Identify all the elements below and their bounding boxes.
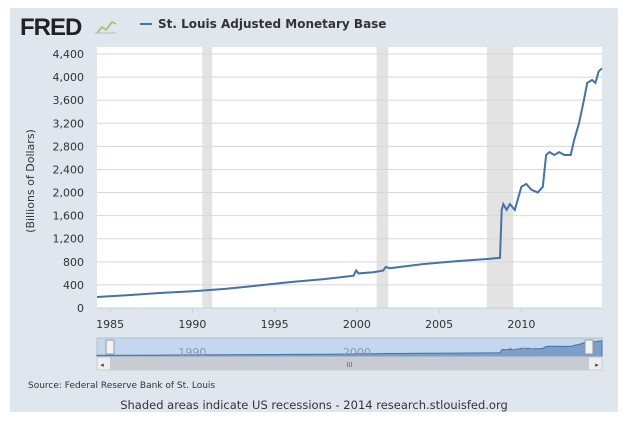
source-text: Source: Federal Reserve Bank of St. Loui… bbox=[28, 381, 216, 391]
scroll-left-arrow[interactable]: ◂ bbox=[100, 361, 104, 369]
legend-item[interactable]: St. Louis Adjusted Monetary Base bbox=[140, 17, 386, 31]
legend-swatch bbox=[140, 23, 152, 25]
fred-logo[interactable]: FRED bbox=[20, 14, 82, 41]
navigator-label: 2000 bbox=[343, 346, 371, 359]
y-axis-label: (Billions of Dollars) bbox=[24, 129, 37, 233]
y-tick-label: 800 bbox=[63, 256, 84, 269]
recession-note: Shaded areas indicate US recessions - 20… bbox=[120, 398, 508, 412]
navigator-handle[interactable] bbox=[105, 339, 115, 355]
navigator-series bbox=[96, 340, 603, 358]
scroll-right-arrow[interactable]: ▸ bbox=[595, 361, 599, 369]
y-tick-label: 2,400 bbox=[53, 163, 85, 176]
y-tick-label: 4,400 bbox=[53, 48, 85, 61]
x-tick-label: 2000 bbox=[343, 318, 371, 331]
scrollbar-thumb[interactable] bbox=[110, 357, 589, 370]
y-tick-label: 1,200 bbox=[53, 233, 85, 246]
series-line bbox=[96, 67, 603, 298]
y-tick-label: 3,600 bbox=[53, 94, 85, 107]
y-tick-label: 400 bbox=[63, 279, 84, 292]
y-tick-label: 3,200 bbox=[53, 117, 85, 130]
y-tick-label: 1,600 bbox=[53, 210, 85, 223]
recession-band bbox=[486, 47, 514, 308]
navigator-handle[interactable] bbox=[584, 339, 594, 355]
x-tick-label: 2005 bbox=[425, 318, 453, 331]
legend-label: St. Louis Adjusted Monetary Base bbox=[158, 17, 387, 31]
recession-band bbox=[202, 47, 213, 308]
y-tick-label: 2,800 bbox=[53, 140, 85, 153]
recession-band bbox=[376, 47, 389, 308]
y-tick-label: 4,000 bbox=[53, 71, 85, 84]
scrollbar-grip: III bbox=[346, 361, 352, 369]
x-tick-label: 2010 bbox=[507, 318, 535, 331]
x-tick-label: 1995 bbox=[261, 318, 289, 331]
logo-chart-icon bbox=[96, 21, 117, 34]
x-tick-label: 1985 bbox=[96, 318, 124, 331]
y-tick-label: 0 bbox=[77, 302, 84, 315]
navigator-label: 2010 bbox=[507, 346, 535, 359]
x-tick-label: 1990 bbox=[178, 318, 206, 331]
plot-area bbox=[97, 47, 602, 308]
y-tick-label: 2,000 bbox=[53, 187, 85, 200]
navigator-label: 1990 bbox=[178, 346, 206, 359]
